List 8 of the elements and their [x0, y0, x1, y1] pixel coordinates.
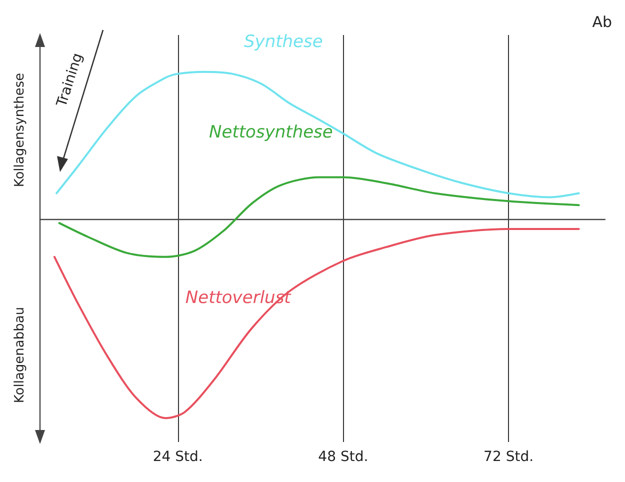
x-tick-label: 48 Std.	[318, 449, 368, 465]
series-label: Synthese	[244, 32, 323, 52]
text: Kollagensynthese	[12, 72, 28, 188]
text: Kollagenabbau	[12, 306, 28, 404]
x-tick-label: 72 Std.	[484, 449, 534, 465]
text: Ab	[592, 13, 612, 31]
x-tick-label: 24 Std.	[152, 449, 203, 465]
text: Nettosynthese	[209, 122, 333, 142]
